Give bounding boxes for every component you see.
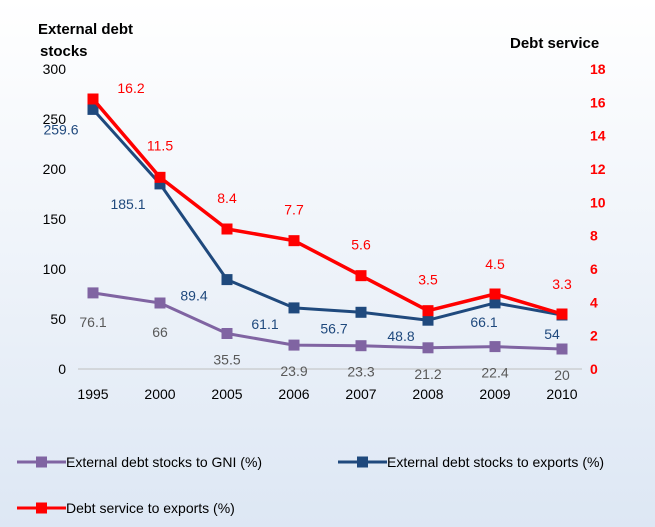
legend-label-2: External debt stocks to exports (%) (387, 454, 604, 470)
series-3-marker (87, 93, 99, 105)
series-2-marker (221, 274, 233, 286)
x-tick-label: 2009 (479, 386, 510, 402)
x-tick-label: 2006 (278, 386, 309, 402)
series-1-marker (422, 342, 434, 354)
plot-layer: 0 50 100 150 200 250 300 0 2 4 6 8 10 12 14 16 18 1995 200… (43, 61, 606, 402)
series-2-data-label: 56.7 (320, 320, 347, 336)
legend: External debt stocks to GNI (%) External … (17, 454, 604, 516)
series-2-marker (422, 314, 434, 326)
x-tick-label: 2007 (345, 386, 376, 402)
right-tick-label: 8 (590, 228, 598, 244)
series-2-marker (154, 178, 166, 190)
left-tick-label: 0 (58, 361, 66, 377)
series-3-data-label: 4.5 (485, 256, 505, 272)
series-3-data-label: 16.2 (117, 80, 144, 96)
right-tick-label: 16 (590, 94, 606, 110)
legend-label-1: External debt stocks to GNI (%) (66, 454, 262, 470)
series-1-data-label: 23.9 (280, 363, 307, 379)
legend-marker-2 (357, 456, 368, 468)
right-tick-label: 12 (590, 161, 606, 177)
left-tick-label: 100 (43, 261, 67, 277)
series-2-marker (355, 306, 367, 318)
series-2-data-label: 61.1 (251, 316, 278, 332)
x-tick-label: 2008 (412, 386, 443, 402)
series-2-data-label: 66.1 (470, 314, 497, 330)
series-2-data-label: 185.1 (110, 196, 145, 212)
series-2-marker (87, 103, 99, 115)
series-line-2 (91, 108, 563, 322)
series-1-data-label: 22.4 (481, 365, 508, 381)
series-1-marker (489, 341, 501, 353)
x-tick-label: 2005 (211, 386, 242, 402)
series-3-marker (355, 270, 367, 282)
right-tick-label: 10 (590, 194, 606, 210)
left-tick-label: 300 (43, 61, 67, 77)
x-tick-label: 2010 (546, 386, 577, 402)
series-3-marker (556, 308, 568, 320)
legend-marker-3 (36, 502, 47, 514)
series-1-data-label: 66 (152, 324, 168, 340)
series-1-data-label: 76.1 (79, 314, 106, 330)
right-tick-label: 14 (590, 128, 606, 144)
left-tick-label: 150 (43, 211, 67, 227)
left-tick-label: 200 (43, 161, 67, 177)
right-tick-label: 6 (590, 261, 598, 277)
series-3-marker (288, 235, 300, 247)
series-1-data-label: 20 (554, 367, 570, 383)
series-line-3 (91, 97, 563, 316)
legend-marker-1 (36, 456, 47, 468)
series-2-data-label: 48.8 (387, 328, 414, 344)
right-tick-label: 18 (590, 61, 606, 77)
series-3-data-label: 7.7 (284, 202, 304, 218)
left-axis-title-line-1: External debt (38, 21, 133, 38)
series-1-marker (87, 287, 99, 299)
left-axis-title-line-2: stocks (40, 43, 88, 60)
left-tick-label: 250 (43, 111, 67, 127)
series-3-data-label: 8.4 (217, 190, 237, 206)
series-1-marker (556, 343, 568, 355)
series-3-data-label: 3.3 (552, 276, 572, 292)
series-2-data-label: 89.4 (180, 288, 207, 304)
series-2-marker (288, 302, 300, 314)
x-tick-label: 1995 (77, 386, 108, 402)
series-1-marker (355, 340, 367, 352)
series-1-data-label: 23.3 (347, 364, 374, 380)
series-3-marker (489, 288, 501, 300)
legend-label-3: Debt service to exports (%) (66, 500, 235, 516)
left-tick-label: 50 (50, 311, 66, 327)
right-axis-title: Debt service (510, 35, 599, 52)
series-1-marker (154, 297, 166, 309)
series-1-data-label: 21.2 (414, 366, 441, 382)
series-1-marker (288, 339, 300, 351)
series-2-data-label: 259.6 (43, 121, 78, 137)
series-2-marker (489, 297, 501, 309)
right-tick-label: 2 (590, 328, 598, 344)
right-tick-label: 4 (590, 294, 598, 310)
series-line-1 (92, 291, 563, 351)
series-3-marker (422, 305, 434, 317)
series-3-marker (154, 171, 166, 183)
series-2-data-label: 54 (544, 326, 560, 342)
series-3-marker (221, 223, 233, 235)
x-tick-label: 2000 (144, 386, 175, 402)
series-3-data-label: 11.5 (147, 137, 173, 153)
series-3-data-label: 5.6 (351, 237, 371, 253)
series-1-marker (221, 328, 233, 339)
series-1-data-label: 35.5 (213, 352, 240, 368)
series-3-data-label: 3.5 (418, 272, 438, 288)
right-tick-label: 0 (590, 361, 598, 377)
